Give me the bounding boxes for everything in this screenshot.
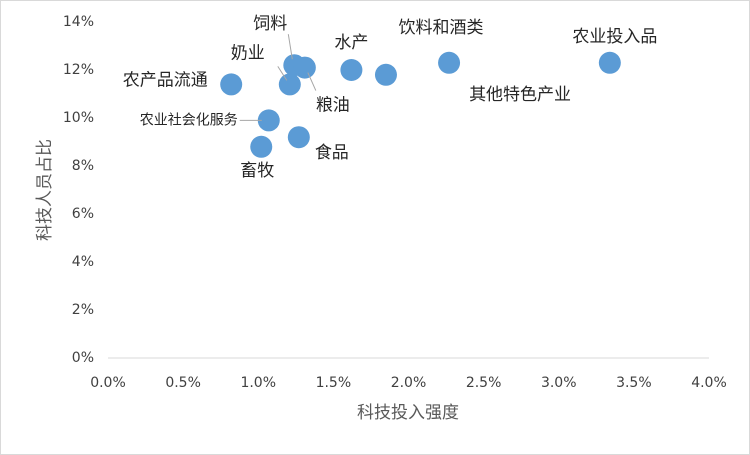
point-label: 畜牧: [240, 161, 274, 181]
x-tick-label: 3.0%: [541, 375, 577, 391]
y-tick-label: 14%: [63, 14, 94, 30]
point-label: 水产: [334, 33, 368, 53]
y-tick-label: 4%: [72, 254, 94, 270]
y-tick-label: 12%: [63, 62, 94, 78]
point-label: 粮油: [316, 96, 350, 116]
x-tick-label: 3.5%: [616, 375, 652, 391]
point-label: 食品: [315, 143, 349, 163]
point: [598, 51, 621, 74]
y-tick-label: 10%: [63, 110, 94, 126]
x-tick-label: 0.0%: [90, 375, 126, 391]
x-tick-label: 2.0%: [391, 375, 427, 391]
point: [293, 56, 316, 79]
leader-line: [277, 66, 288, 81]
point: [374, 63, 397, 86]
y-tick-label: 0%: [72, 350, 94, 366]
point: [257, 109, 280, 132]
point: [340, 59, 363, 81]
x-tick-label: 1.5%: [316, 375, 352, 391]
y-tick-label: 8%: [72, 158, 94, 174]
x-axis-title: 科技投入强度: [357, 403, 459, 423]
point: [278, 73, 301, 96]
y-tick-label: 6%: [72, 206, 94, 222]
x-tick-label: 1.0%: [240, 375, 276, 391]
y-tick-label: 2%: [72, 302, 94, 318]
point-label: 奶业: [231, 43, 265, 63]
point-label: 饲料: [253, 14, 287, 34]
point-label: 农业投入品: [572, 27, 657, 47]
point-label: 农产品流通: [123, 70, 208, 90]
point-label: 其他特色产业: [469, 85, 571, 105]
x-tick-label: 0.5%: [165, 375, 201, 391]
point-label: 饮料和酒类: [398, 18, 483, 38]
point: [250, 135, 273, 158]
leader-line: [307, 72, 317, 91]
point: [287, 126, 310, 149]
point-label: 农业社会化服务: [140, 112, 238, 128]
y-axis-title: 科技人员占比: [35, 139, 55, 241]
point: [220, 73, 243, 96]
x-tick-label: 4.0%: [691, 375, 727, 391]
leader-line: [287, 34, 293, 60]
point: [438, 51, 461, 74]
x-tick-label: 2.5%: [466, 375, 502, 391]
